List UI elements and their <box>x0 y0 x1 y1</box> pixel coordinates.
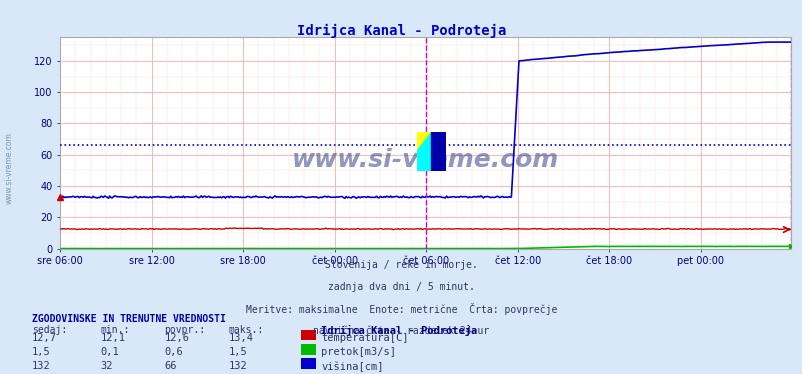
Text: navpična črta - razdelek 24 ur: navpična črta - razdelek 24 ur <box>313 325 489 335</box>
Text: 32: 32 <box>100 361 113 371</box>
Text: www.si-vreme.com: www.si-vreme.com <box>5 132 14 204</box>
Text: Idrijca Kanal - Podroteja: Idrijca Kanal - Podroteja <box>321 325 477 336</box>
Text: 12,6: 12,6 <box>164 333 189 343</box>
Text: www.si-vreme.com: www.si-vreme.com <box>292 148 558 172</box>
Text: ZGODOVINSKE IN TRENUTNE VREDNOSTI: ZGODOVINSKE IN TRENUTNE VREDNOSTI <box>32 314 225 324</box>
Text: 0,6: 0,6 <box>164 347 183 357</box>
Text: 132: 132 <box>229 361 247 371</box>
Text: Idrijca Kanal - Podroteja: Idrijca Kanal - Podroteja <box>297 24 505 39</box>
Text: povpr.:: povpr.: <box>164 325 205 335</box>
Text: 12,1: 12,1 <box>100 333 125 343</box>
Text: temperatura[C]: temperatura[C] <box>321 333 408 343</box>
Text: maks.:: maks.: <box>229 325 264 335</box>
Text: višina[cm]: višina[cm] <box>321 361 383 372</box>
Text: 66: 66 <box>164 361 177 371</box>
Text: Meritve: maksimalne  Enote: metrične  Črta: povprečje: Meritve: maksimalne Enote: metrične Črta… <box>245 303 557 315</box>
Text: Slovenija / reke in morje.: Slovenija / reke in morje. <box>325 260 477 270</box>
Text: sedaj:: sedaj: <box>32 325 67 335</box>
Text: min.:: min.: <box>100 325 130 335</box>
Text: 12,7: 12,7 <box>32 333 57 343</box>
Text: 13,4: 13,4 <box>229 333 253 343</box>
Text: 1,5: 1,5 <box>229 347 247 357</box>
Text: 1,5: 1,5 <box>32 347 51 357</box>
Text: pretok[m3/s]: pretok[m3/s] <box>321 347 395 357</box>
Text: 0,1: 0,1 <box>100 347 119 357</box>
Text: 132: 132 <box>32 361 51 371</box>
Text: zadnja dva dni / 5 minut.: zadnja dva dni / 5 minut. <box>328 282 474 292</box>
